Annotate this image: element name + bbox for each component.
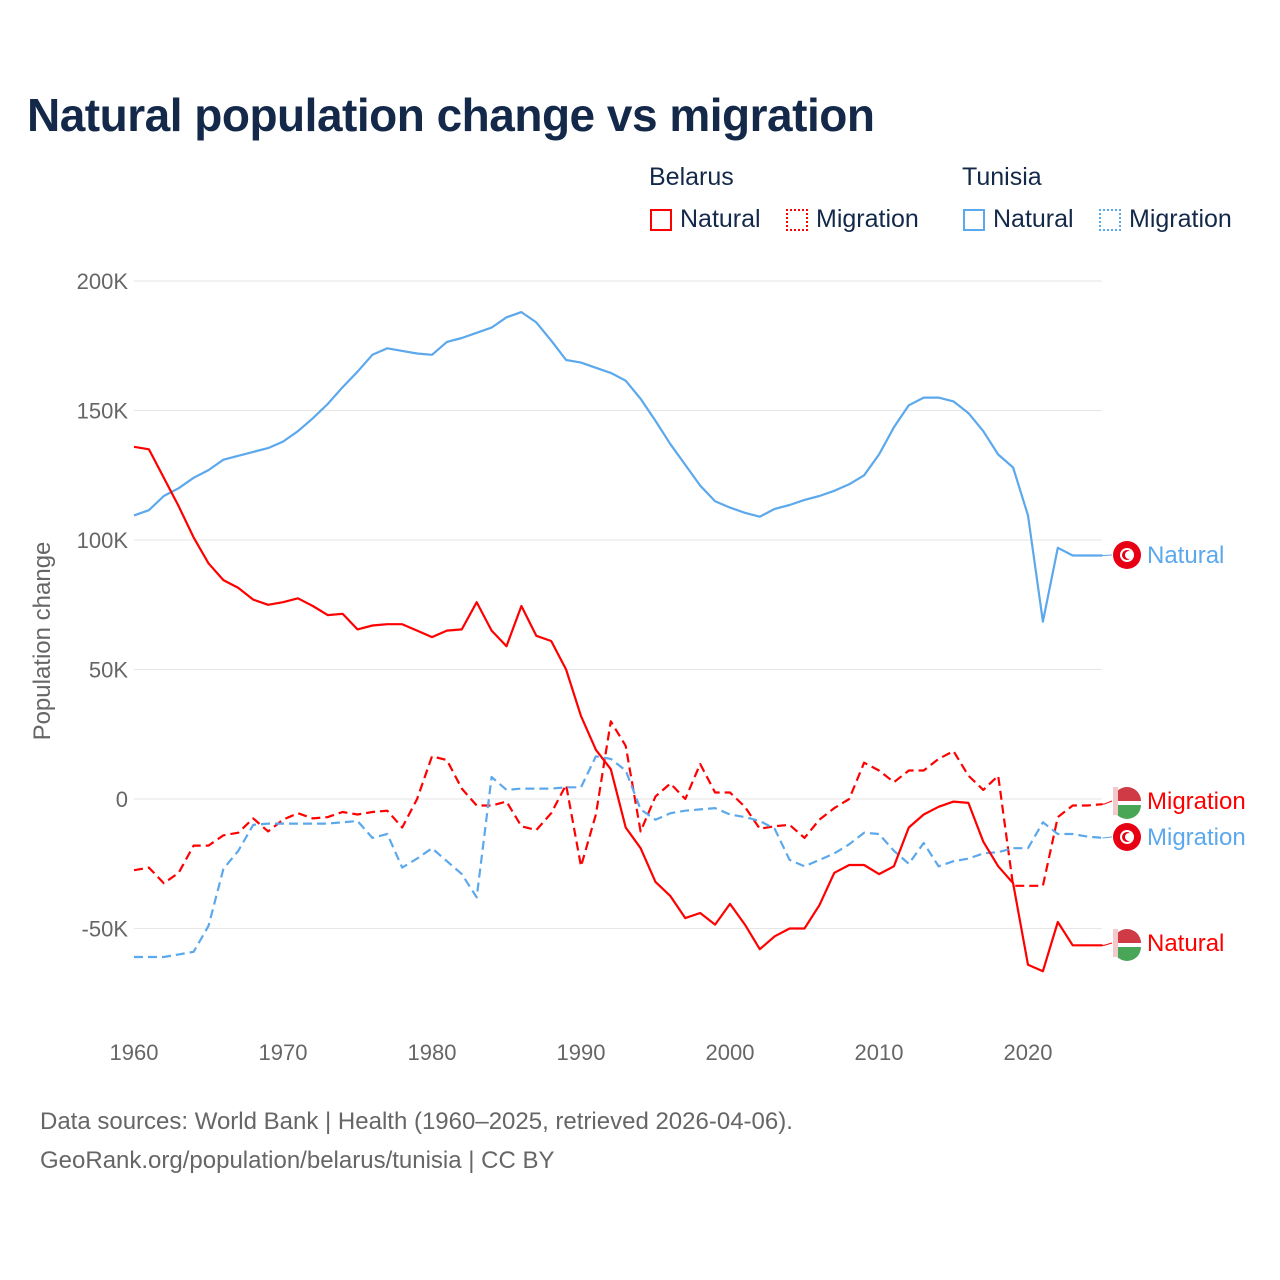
- end-label-connector: [1102, 800, 1113, 805]
- y-tick-label: 150K: [77, 399, 129, 424]
- legend-group-belarus: Belarus: [649, 163, 734, 191]
- chart-title: Natural population change vs migration: [27, 89, 875, 141]
- legend-item-belarus-migration[interactable]: Migration: [786, 205, 919, 234]
- end-label: Migration: [1147, 824, 1246, 851]
- series-line-tunisia-migration: [134, 755, 1103, 959]
- legend-item-belarus-natural[interactable]: Natural: [650, 205, 761, 234]
- y-tick-label: 50K: [89, 658, 128, 683]
- end-label: Natural: [1147, 542, 1224, 569]
- flag-green: [1113, 947, 1141, 961]
- x-tick-label: 1980: [408, 1040, 457, 1065]
- series-line-belarus-migration: [133, 720, 1103, 887]
- x-tick-label: 2000: [706, 1040, 755, 1065]
- y-tick-label: 0: [116, 787, 128, 812]
- flag-red: [1113, 787, 1141, 801]
- series-line-belarus-natural: [133, 445, 1103, 973]
- series-line-tunisia-natural: [133, 311, 1103, 623]
- flag-ornament: [1113, 787, 1118, 815]
- legend-item-tunisia-natural[interactable]: Natural: [963, 205, 1074, 234]
- end-label-connector: [1102, 942, 1113, 946]
- tunisia-flag-icon: [1113, 823, 1141, 851]
- belarus-flag-icon: [1113, 929, 1141, 961]
- x-tick-label: 2010: [855, 1040, 904, 1065]
- footer-sources: Data sources: World Bank | Health (1960–…: [40, 1108, 793, 1135]
- x-tick-label: 1970: [259, 1040, 308, 1065]
- end-label: Natural: [1147, 930, 1224, 957]
- y-tick-label: -50K: [82, 917, 129, 942]
- belarus-flag-icon: [1113, 787, 1141, 819]
- legend-swatch-solid: [963, 208, 985, 231]
- flag-crescent-cut: [1125, 833, 1133, 841]
- legend-label: Migration: [1129, 205, 1232, 233]
- end-label: Migration: [1147, 788, 1246, 815]
- flag-red: [1113, 929, 1141, 943]
- legend-swatch-solid: [650, 208, 672, 231]
- y-tick-label: 100K: [77, 528, 129, 553]
- y-axis-label: Population change: [29, 542, 56, 741]
- y-tick-label: 200K: [77, 269, 129, 294]
- legend-label: Migration: [816, 205, 919, 233]
- x-tick-label: 1960: [110, 1040, 159, 1065]
- footer-link[interactable]: GeoRank.org/population/belarus/tunisia |…: [40, 1147, 555, 1174]
- x-tick-label: 1990: [557, 1040, 606, 1065]
- flag-crescent-cut: [1125, 551, 1133, 559]
- end-label-connector: [1102, 554, 1113, 557]
- legend-item-tunisia-migration[interactable]: Migration: [1099, 205, 1232, 234]
- legend-swatch-dotted: [786, 208, 808, 231]
- legend-group-tunisia: Tunisia: [962, 163, 1042, 191]
- legend-swatch-dotted: [1099, 208, 1121, 231]
- flag-ornament: [1113, 929, 1118, 957]
- legend-label: Natural: [680, 205, 761, 233]
- tunisia-flag-icon: [1113, 541, 1141, 569]
- legend-label: Natural: [993, 205, 1074, 233]
- x-tick-label: 2020: [1004, 1040, 1053, 1065]
- end-label-connector: [1102, 836, 1113, 839]
- flag-green: [1113, 805, 1141, 819]
